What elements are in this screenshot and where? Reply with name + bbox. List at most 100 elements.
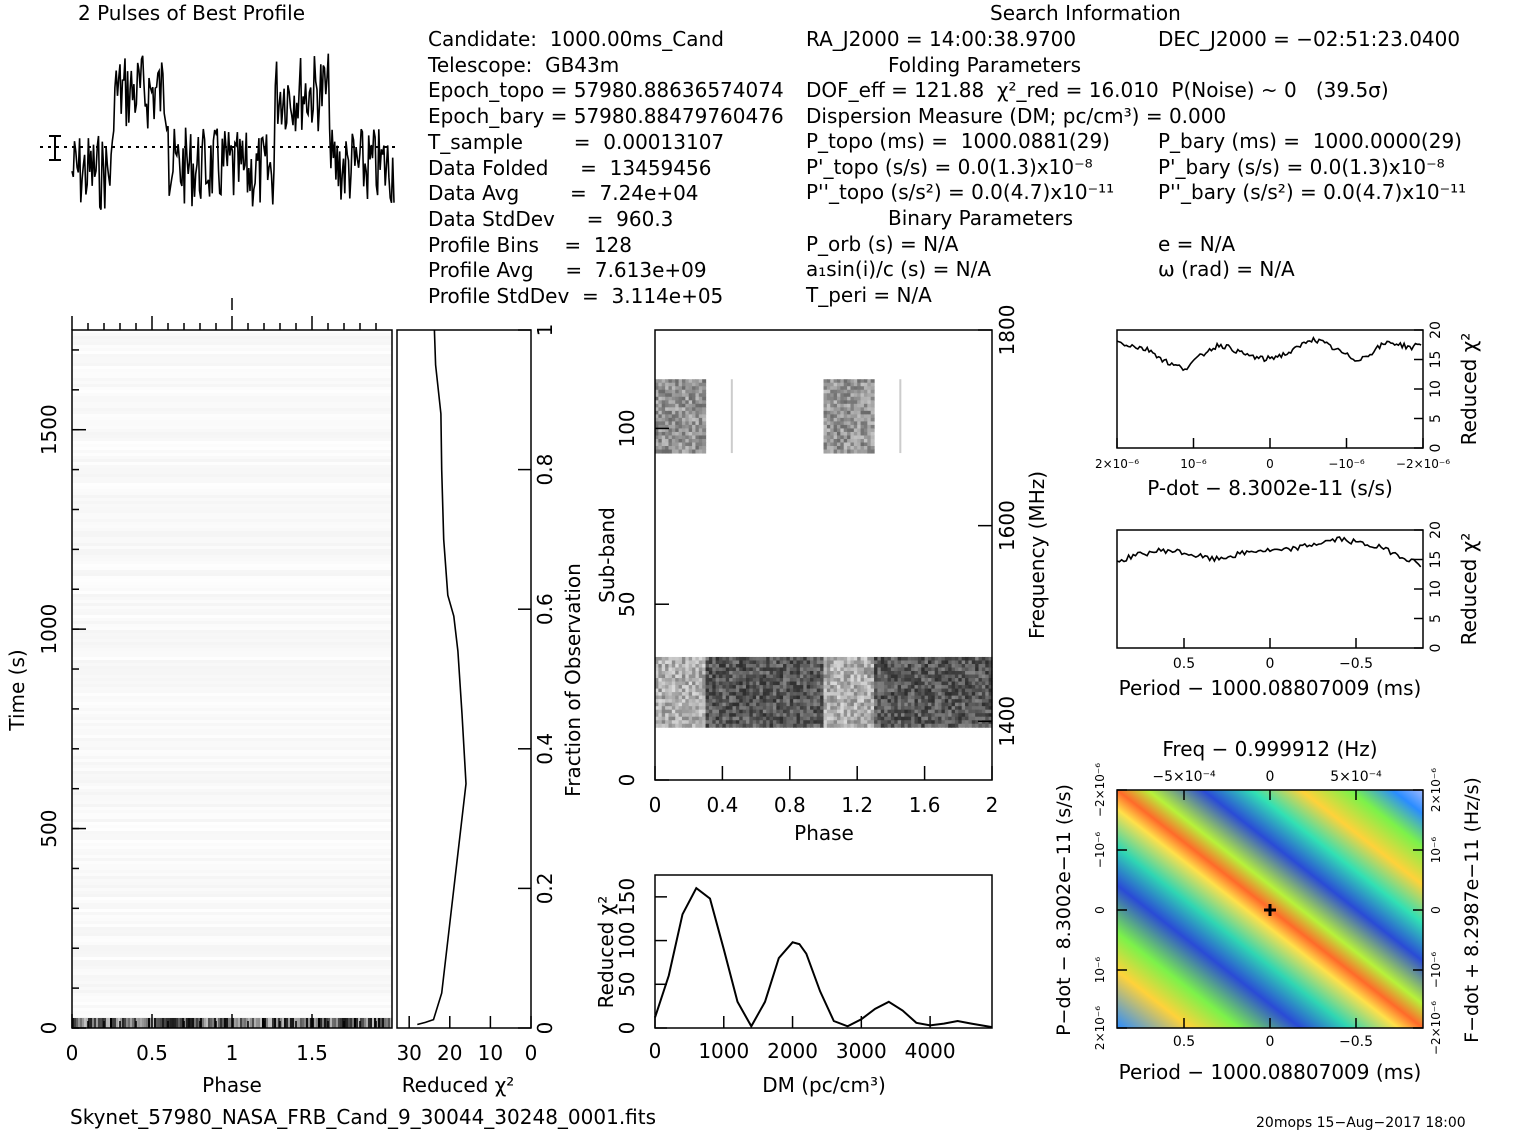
tick-label: 2×10⁻⁶ — [1095, 457, 1139, 471]
tick-label: 1500 — [37, 404, 61, 455]
tick-label: −2×10⁻⁶ — [1429, 1001, 1443, 1055]
tick-label: 100 — [615, 921, 639, 959]
pdot-ticks: 2×10⁻⁶ 10⁻⁶ 0 −10⁻⁶ −2×10⁻⁶ 0 5 10 15 20 — [1095, 321, 1450, 471]
chi2-time-trace — [417, 329, 467, 1026]
tick-label: 0.2 — [533, 872, 557, 904]
tick-label: 0 — [1428, 444, 1444, 453]
time-phase-plot: 0 0.5 1 1.5 0 500 1000 1500 Phase Time (s) — [5, 298, 393, 1097]
ppdot-ticks: 0.5 −5×10⁻⁴ 0 0 −0.5 5×10⁻⁴ −2×10⁻⁶ 2×10⁻⁶ −10⁻⁶… — [1093, 763, 1443, 1055]
tick-label: 0 — [1266, 457, 1274, 471]
subband-xlabel: Phase — [794, 821, 854, 845]
info-right-line: P_bary (ms) = 1000.0000(29) — [1158, 129, 1462, 153]
info-mid-line: a₁sin(i)/c (s) = N/A — [806, 257, 992, 281]
tick-label: 3000 — [836, 1039, 887, 1063]
tick-label: 20 — [437, 1041, 462, 1065]
tick-label: 0.6 — [533, 593, 557, 625]
tick-label: 0 — [1428, 644, 1444, 653]
period-xlabel: Period − 1000.08807009 (ms) — [1119, 676, 1422, 700]
subband-y2label: Frequency (MHz) — [1025, 471, 1049, 639]
chi2-time-xlabel: Reduced χ² — [402, 1073, 515, 1097]
info-right-line: e = N/A — [1158, 232, 1236, 256]
pdot-xlabel: P-dot − 8.3002e-11 (s/s) — [1147, 476, 1393, 500]
tick-label: 0 — [525, 1041, 538, 1065]
tick-label: 20 — [1428, 521, 1444, 539]
tick-label: 15 — [1428, 351, 1444, 369]
tick-label: 30 — [396, 1041, 421, 1065]
pdot-trace — [1116, 336, 1422, 372]
tick-label: 0 — [615, 1022, 639, 1035]
tick-label: −2×10⁻⁶ — [1396, 457, 1450, 471]
tick-label: 0 — [615, 774, 639, 787]
ppdot-plot: Freq − 0.999912 (Hz) 0.5 −5×10⁻⁴ 0 0 −0.5 5×1… — [1053, 737, 1483, 1084]
tick-label: 2×10⁻⁶ — [1429, 768, 1443, 812]
info-right-line: P''_bary (s/s²) = 0.0(4.7)x10⁻¹¹ — [1158, 180, 1467, 204]
tick-label: 500 — [37, 809, 61, 847]
tick-label: 1 — [226, 1041, 239, 1065]
dm-trace — [654, 886, 993, 1029]
tick-label: 10 — [478, 1041, 503, 1065]
info-mid-line: T_peri = N/A — [806, 283, 932, 307]
ppdot-y2label: F−dot + 8.2987e−11 (Hz/s) — [1461, 777, 1483, 1043]
info-left-line: Data StdDev = 960.3 — [428, 206, 674, 231]
ppdot-title: Freq − 0.999912 (Hz) — [1162, 737, 1377, 761]
tick-label: 10⁻⁶ — [1093, 957, 1107, 984]
tick-label: 10 — [1428, 380, 1444, 398]
tick-label: −10⁻⁶ — [1429, 952, 1443, 989]
ppdot-xlabel: Period − 1000.08807009 (ms) — [1119, 1060, 1422, 1084]
info-mid-line: Folding Parameters — [888, 53, 1082, 77]
info-mid-line: P_topo (ms) = 1000.0881(29) — [806, 129, 1110, 153]
profile-plot — [40, 53, 398, 210]
tick-label: 10⁻⁶ — [1429, 837, 1443, 864]
period-plot: 0.5 0 −0.5 0 5 10 15 20 Period − 1000.08807009 … — [1116, 521, 1481, 700]
tick-label: 2×10⁻⁶ — [1093, 1006, 1107, 1050]
tick-label: 50 — [615, 591, 639, 616]
info-right-line: P'_bary (s/s) = 0.0(1.3)x10⁻⁸ — [1158, 155, 1445, 179]
dm-ylabel: Reduced χ² — [594, 896, 618, 1009]
profile-errorbar — [49, 135, 61, 161]
footer-filename: Skynet_57980_NASA_FRB_Cand_9_30044_30248… — [70, 1105, 657, 1129]
pdot-ylabel: Reduced χ² — [1457, 333, 1481, 446]
tick-label: 1000 — [698, 1039, 749, 1063]
info-mid-line: P''_topo (s/s²) = 0.0(4.7)x10⁻¹¹ — [806, 180, 1115, 204]
tick-label: 0 — [649, 1039, 662, 1063]
info-left-line: Telescope: GB43m — [428, 52, 620, 77]
period-ticks: 0.5 0 −0.5 0 5 10 15 20 — [1173, 521, 1444, 672]
tick-label: 0 — [66, 1041, 79, 1065]
info-left-line: Epoch_topo = 57980.88636574074 — [428, 78, 784, 103]
tick-label: 1 — [533, 324, 557, 337]
info-right-line: ω (rad) = N/A — [1158, 257, 1295, 281]
tick-label: 1400 — [995, 696, 1019, 747]
profile-trace — [71, 53, 395, 210]
tick-label: −0.5 — [1339, 656, 1373, 672]
info-mid-line: P'_topo (s/s) = 0.0(1.3)x10⁻⁸ — [806, 155, 1093, 179]
chi2-time-ticks: 30 20 10 0 0 0.2 0.4 0.6 0.8 1 — [396, 324, 557, 1065]
tick-label: 20 — [1428, 321, 1444, 339]
ppdot-ylabel: P−dot − 8.3002e−11 (s/s) — [1053, 784, 1075, 1036]
dm-plot: 0 1000 2000 3000 4000 0 50 100 150 DM (pc/cm³) R… — [594, 874, 993, 1097]
tick-label: 1.2 — [841, 793, 873, 817]
info-mid-line: P_orb (s) = N/A — [806, 232, 959, 256]
tick-label: 0 — [1266, 656, 1275, 672]
info-left-line: Profile Bins = 128 — [428, 232, 632, 257]
time-phase-xlabel: Phase — [202, 1073, 262, 1097]
tick-label: 0 — [1266, 769, 1275, 785]
info-left-line: Profile Avg = 7.613e+09 — [428, 258, 707, 283]
tick-label: 10 — [1428, 580, 1444, 598]
tick-label: 1600 — [995, 500, 1019, 551]
tick-label: −2×10⁻⁶ — [1093, 763, 1107, 817]
info-mid-line: Binary Parameters — [888, 206, 1074, 230]
info-mid-line: DOF_eff = 121.88 χ²_red = 16.010 P(Noise… — [806, 78, 1389, 102]
tick-label: 0 — [1266, 1034, 1275, 1050]
period-trace — [1116, 536, 1422, 568]
tick-label: 0.5 — [136, 1041, 168, 1065]
footer-stamp: 20mops 15−Aug−2017 18:00 — [1256, 1115, 1466, 1131]
tick-label: 2 — [986, 793, 999, 817]
tick-label: 0 — [37, 1022, 61, 1035]
chi2-time-ylabel: Fraction of Observation — [561, 563, 585, 797]
info-left-line: Data Avg = 7.24e+04 — [428, 181, 699, 206]
tick-label: 0.4 — [706, 793, 738, 817]
tick-label: 0.5 — [1173, 1034, 1195, 1050]
tick-label: 0 — [1093, 906, 1107, 914]
tick-label: −0.5 — [1339, 1034, 1373, 1050]
